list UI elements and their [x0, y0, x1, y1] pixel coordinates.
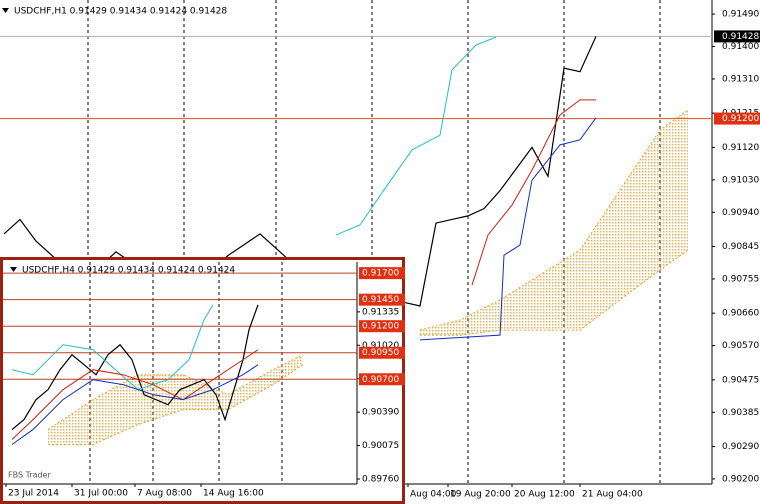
- series-line: [11, 349, 259, 440]
- cloud-edge: [419, 109, 689, 331]
- collapse-icon: [10, 267, 17, 272]
- price-tag: [714, 30, 760, 43]
- series-line: [11, 304, 259, 431]
- price-tag-label: 0.90950: [362, 348, 399, 358]
- price-tag: [359, 373, 405, 386]
- series-line: [419, 117, 597, 341]
- y-tick-label: 0.90845: [722, 242, 759, 252]
- y-tick-label: 0.91335: [362, 307, 399, 317]
- price-tag-label: 0.90700: [362, 375, 399, 385]
- cloud-fill: [420, 109, 688, 336]
- price-tag-label: 0.91200: [722, 114, 759, 124]
- collapse-icon: [2, 8, 9, 13]
- x-tick-label: 20 Aug 12:00: [514, 490, 575, 500]
- cloud-edge: [420, 249, 689, 336]
- price-tag: [359, 293, 405, 306]
- x-tick-label: 19 Aug 20:00: [450, 490, 511, 500]
- price-tag: [714, 112, 760, 125]
- cloud-fill: [48, 354, 303, 445]
- y-tick-label: 0.90390: [362, 408, 399, 418]
- watermark: FBS Trader: [8, 471, 51, 480]
- y-tick-label: 0.91310: [722, 74, 759, 84]
- x-tick-label: 21 Aug 04:00: [582, 490, 643, 500]
- y-tick-label: 0.90570: [722, 341, 759, 351]
- y-tick-label: 0.91120: [722, 143, 759, 153]
- y-tick-label: 0.90200: [722, 474, 759, 484]
- y-tick-label: 0.90755: [722, 274, 759, 284]
- x-tick-label: 23 Jul 2014: [8, 489, 59, 499]
- price-tag-label: 0.91428: [722, 32, 759, 42]
- y-tick-label: 0.89760: [362, 475, 399, 485]
- y-tick-label: 0.90385: [722, 408, 759, 418]
- price-tag-label: 0.91200: [362, 322, 399, 332]
- chart-panel: 0.913350.910200.907050.903900.900750.897…: [0, 257, 405, 504]
- series-line: [335, 36, 497, 236]
- price-tag-label: 0.91700: [362, 269, 399, 279]
- cloud-edge: [48, 364, 304, 446]
- x-tick-label: 14 Aug 16:00: [203, 489, 264, 499]
- chart-title: USDCHF,H1 0.91429 0.91434 0.91424 0.9142…: [14, 7, 227, 17]
- y-tick-label: 0.90290: [722, 442, 759, 452]
- y-tick-label: 0.90940: [722, 208, 759, 218]
- y-tick-label: 0.91030: [722, 175, 759, 185]
- chart-title: USDCHF,H4 0.91429 0.91434 0.91424 0.9142…: [22, 266, 235, 276]
- x-tick-label: Aug 04:00: [410, 490, 457, 500]
- y-tick-label: 0.91020: [362, 341, 399, 351]
- price-tag: [359, 346, 405, 359]
- price-tag: [359, 320, 405, 333]
- y-tick-label: 0.90660: [722, 309, 759, 319]
- y-tick-label: 0.90475: [722, 375, 759, 385]
- series-line: [471, 99, 596, 286]
- y-tick-label: 0.91400: [722, 42, 759, 52]
- x-tick-label: 31 Jul 00:00: [74, 489, 128, 499]
- y-tick-label: 0.91490: [722, 10, 759, 20]
- y-tick-label: 0.90075: [362, 441, 399, 451]
- price-tag-label: 0.91450: [362, 295, 399, 305]
- series-line: [11, 364, 259, 445]
- price-tag: [359, 267, 405, 280]
- x-tick-label: 7 Aug 08:00: [137, 489, 192, 499]
